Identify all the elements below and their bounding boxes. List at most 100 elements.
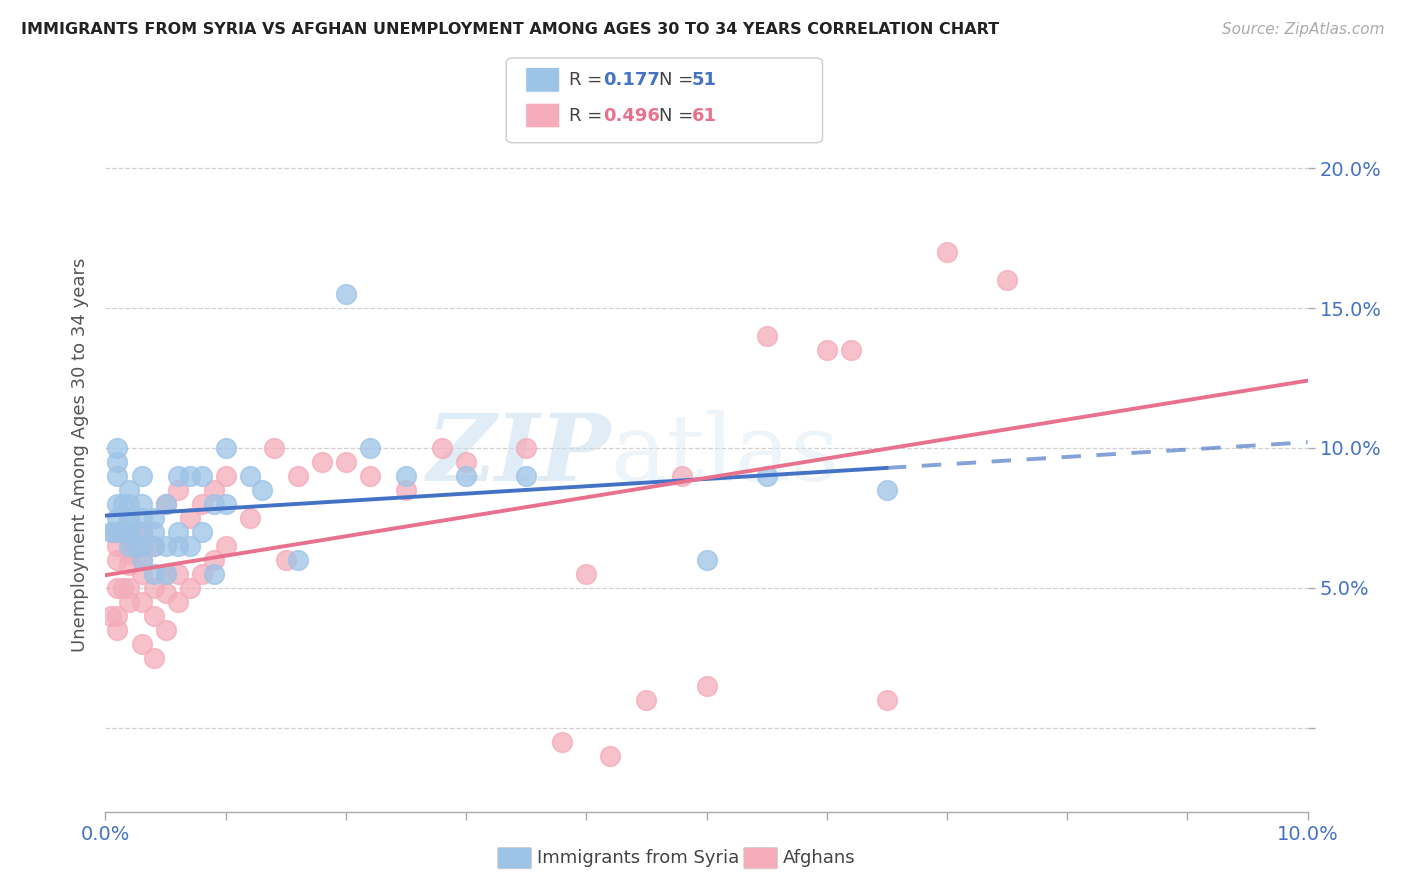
Point [155,566,177,581]
Point [131,469,153,483]
Point [100,524,122,539]
Point [107,497,129,511]
Point [107,441,129,455]
Point [166,566,188,581]
Point [995,273,1018,287]
Point [118,558,141,573]
Point [124,539,146,553]
Point [118,524,141,539]
Point [515,441,537,455]
Point [131,524,153,539]
Point [202,566,225,581]
Point [112,497,135,511]
Point [118,483,141,497]
Point [876,693,898,707]
Point [250,483,273,497]
Point [287,469,309,483]
Point [166,469,188,483]
Text: Immigrants from Syria: Immigrants from Syria [537,849,740,867]
Point [155,539,177,553]
Text: N =: N = [659,106,699,125]
Point [179,581,201,595]
Point [179,469,201,483]
Text: IMMIGRANTS FROM SYRIA VS AFGHAN UNEMPLOYMENT AMONG AGES 30 TO 34 YEARS CORRELATI: IMMIGRANTS FROM SYRIA VS AFGHAN UNEMPLOY… [21,22,1000,37]
Point [671,469,693,483]
Point [214,441,236,455]
Point [696,553,718,567]
Text: Source: ZipAtlas.com: Source: ZipAtlas.com [1222,22,1385,37]
Point [131,553,153,567]
Point [166,539,188,553]
Point [755,329,778,343]
Point [142,539,165,553]
Point [190,524,212,539]
Point [190,469,212,483]
Point [876,483,898,497]
Point [118,547,141,561]
Point [359,469,381,483]
Point [107,553,129,567]
Point [202,497,225,511]
Point [202,553,225,567]
Point [131,524,153,539]
Point [118,539,141,553]
Point [124,539,146,553]
Text: 0.496: 0.496 [603,106,659,125]
Point [118,497,141,511]
Point [142,650,165,665]
Point [118,581,141,595]
Point [454,455,477,469]
Point [107,623,129,637]
Point [839,343,862,357]
Point [142,539,165,553]
Point [131,539,153,553]
Point [107,469,129,483]
Point [131,553,153,567]
Point [118,511,141,525]
Point [696,679,718,693]
Point [263,441,285,455]
Point [131,511,153,525]
Point [155,497,177,511]
Point [190,497,212,511]
Point [454,469,477,483]
Point [166,595,188,609]
Text: R =: R = [569,106,609,125]
Point [166,483,188,497]
Point [335,287,357,301]
Text: R =: R = [569,70,609,89]
Point [335,455,357,469]
Point [214,497,236,511]
Point [107,524,129,539]
Point [100,608,122,623]
Point [359,441,381,455]
Point [112,581,135,595]
Text: 0.177: 0.177 [603,70,659,89]
Point [239,511,262,525]
Point [755,469,778,483]
Point [131,637,153,651]
Text: 61: 61 [692,106,717,125]
Point [515,469,537,483]
Point [131,595,153,609]
Point [239,469,262,483]
Point [179,511,201,525]
Point [142,566,165,581]
Point [214,539,236,553]
Point [118,531,141,545]
Point [118,595,141,609]
Point [636,693,658,707]
Point [551,735,574,749]
Point [107,608,129,623]
Point [395,469,418,483]
Point [155,566,177,581]
Point [395,483,418,497]
Text: atlas: atlas [610,410,839,500]
Point [142,524,165,539]
Point [311,455,333,469]
Point [142,581,165,595]
Point [142,608,165,623]
Point [430,441,453,455]
Point [107,455,129,469]
Point [179,539,201,553]
